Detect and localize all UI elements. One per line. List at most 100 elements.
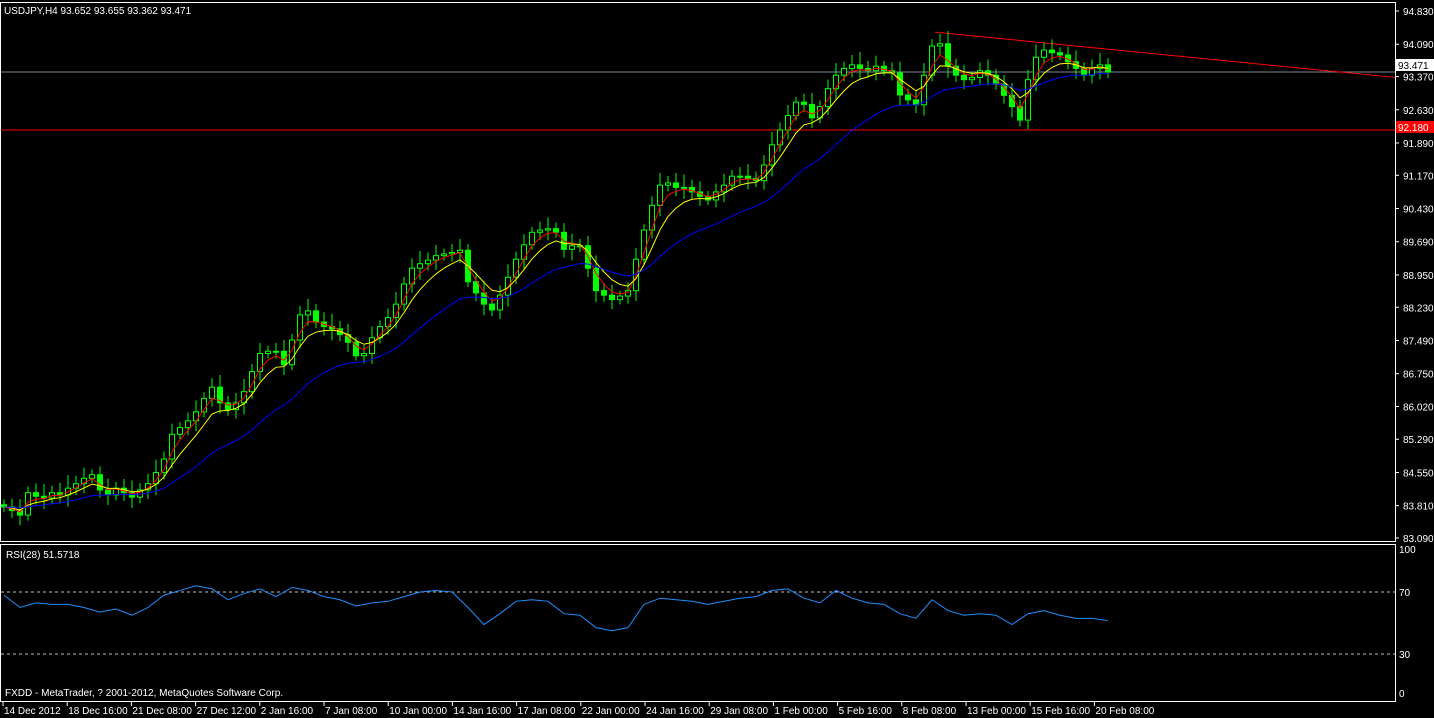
candle xyxy=(737,167,743,185)
candle-body xyxy=(385,317,391,328)
candle-body xyxy=(353,341,359,357)
candle-body xyxy=(289,339,295,366)
candle-body xyxy=(857,64,863,69)
candle-body xyxy=(1049,49,1055,54)
candle xyxy=(689,179,695,199)
rsi-tick-label: 70 xyxy=(1399,588,1411,599)
candle-body xyxy=(481,292,487,305)
candle xyxy=(857,51,863,81)
candle-body xyxy=(657,184,663,206)
candle-body xyxy=(849,64,855,69)
candle xyxy=(1041,42,1047,65)
candle-body xyxy=(169,433,175,460)
time-tick-label: 18 Dec 16:00 xyxy=(68,706,128,717)
candle xyxy=(1017,99,1023,127)
candle xyxy=(289,333,295,371)
candle xyxy=(297,305,303,349)
candle xyxy=(617,290,623,305)
candle xyxy=(161,451,167,480)
candle xyxy=(1033,44,1039,92)
price-tick-label: 87.490 xyxy=(1403,336,1434,347)
candle-body xyxy=(569,245,575,250)
candle-body xyxy=(553,228,559,233)
candle xyxy=(201,392,207,418)
time-tick-label: 14 Jan 16:00 xyxy=(453,706,511,717)
candle xyxy=(657,173,663,217)
price-tick-label: 85.290 xyxy=(1403,435,1434,446)
price-tick-label: 84.550 xyxy=(1403,468,1434,479)
price-tick-label: 88.230 xyxy=(1403,303,1434,314)
time-tick-label: 24 Jan 16:00 xyxy=(646,706,704,717)
candle-body xyxy=(313,310,319,323)
candle-body xyxy=(297,314,303,341)
candle-body xyxy=(1033,56,1039,81)
candle-body xyxy=(513,258,519,278)
candle-body xyxy=(1017,106,1023,121)
candle-body xyxy=(681,186,687,189)
price-pane xyxy=(1,30,1396,526)
price-tick-label: 92.630 xyxy=(1403,106,1434,117)
candle-body xyxy=(89,474,95,479)
rsi-tick-label: 0 xyxy=(1399,689,1405,700)
price-tick-label: 91.890 xyxy=(1403,139,1434,150)
time-tick-label: 17 Jan 08:00 xyxy=(518,706,576,717)
price-tick-label: 83.810 xyxy=(1403,502,1434,513)
candle xyxy=(449,244,455,262)
candle-body xyxy=(473,281,479,294)
price-tick-label: 94.090 xyxy=(1403,40,1434,51)
candle-body xyxy=(745,175,751,179)
candle-body xyxy=(209,386,215,399)
candle-body xyxy=(673,182,679,188)
time-tick-label: 5 Feb 16:00 xyxy=(839,706,893,717)
time-tick-label: 20 Feb 08:00 xyxy=(1095,706,1154,717)
candle-body xyxy=(417,263,423,269)
candle-body xyxy=(217,386,223,404)
time-tick-label: 15 Feb 16:00 xyxy=(1031,706,1090,717)
candle xyxy=(1049,39,1055,63)
candle xyxy=(185,412,191,436)
rsi-pane-border xyxy=(0,544,1396,702)
price-tick-label: 88.950 xyxy=(1403,271,1434,282)
candle-body xyxy=(41,495,47,499)
candle-body xyxy=(1041,49,1047,58)
rsi-pane xyxy=(1,585,1395,655)
candle xyxy=(1025,69,1031,129)
current-price-box xyxy=(1396,59,1434,72)
candle-body xyxy=(105,489,111,496)
candle-body xyxy=(841,67,847,76)
candle-body xyxy=(649,204,655,231)
time-tick-label: 7 Jan 08:00 xyxy=(325,706,378,717)
candle-body xyxy=(161,458,167,473)
candle xyxy=(673,173,679,197)
candle-body xyxy=(201,397,207,413)
candle-body xyxy=(593,267,599,292)
support-price-label: 92.180 xyxy=(1398,123,1429,134)
candle-body xyxy=(273,350,279,353)
candle-body xyxy=(937,43,943,47)
candle xyxy=(833,63,839,100)
slow-ma-line xyxy=(3,73,1109,509)
candle-body xyxy=(305,310,311,316)
copyright-text: FXDD - MetaTrader, ? 2001-2012, MetaQuot… xyxy=(5,688,283,699)
candle-body xyxy=(961,74,967,81)
rsi-label: RSI(28) 51.5718 xyxy=(6,550,80,561)
time-tick-label: 10 Jan 00:00 xyxy=(389,706,447,717)
candle-body xyxy=(609,294,615,301)
candle-body xyxy=(777,129,783,146)
price-tick-label: 86.750 xyxy=(1403,370,1434,381)
candle-body xyxy=(833,74,839,90)
candle-body xyxy=(801,101,807,105)
rsi-line xyxy=(3,585,1109,632)
candle xyxy=(665,176,671,192)
candle xyxy=(729,170,735,191)
candle-body xyxy=(265,350,271,355)
candle xyxy=(33,483,39,505)
candle-body xyxy=(505,276,511,296)
price-pane-border xyxy=(0,2,1396,542)
support-price-box xyxy=(1396,120,1434,133)
candle-body xyxy=(825,88,831,108)
candle xyxy=(809,92,815,129)
